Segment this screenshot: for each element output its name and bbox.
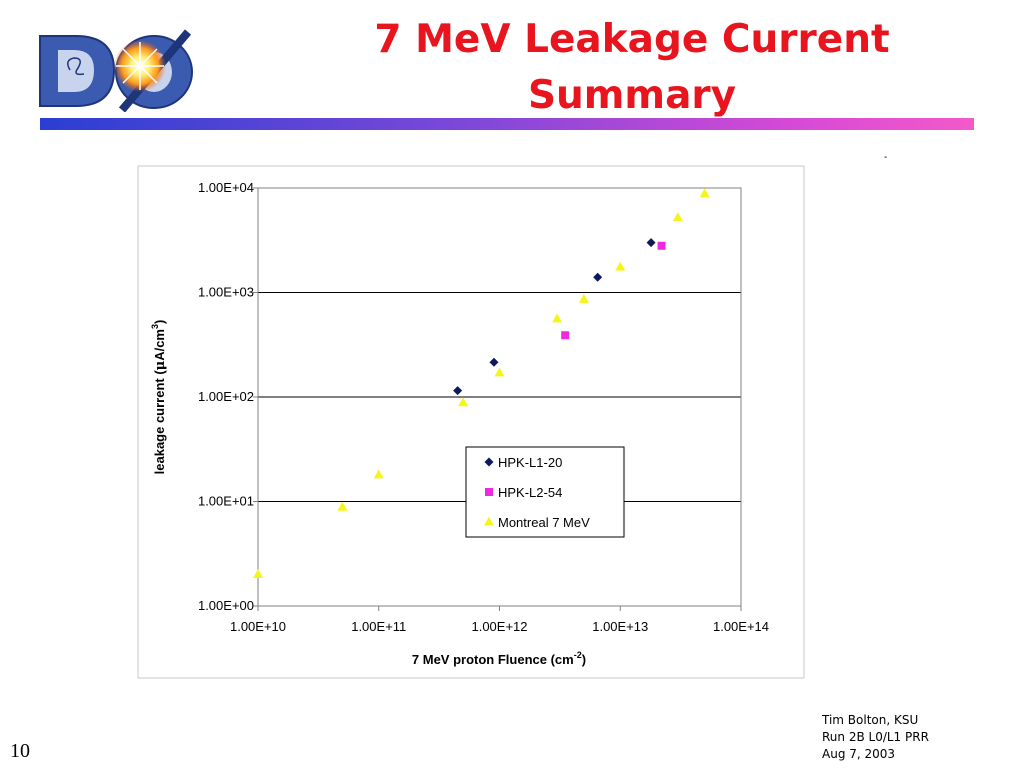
point-montreal-7-mev [373, 469, 384, 479]
footer-event: Run 2B L0/L1 PRR [822, 730, 929, 744]
axis-ticks: 1.00E+00 1.00E+01 1.00E+02 1.00E+03 1.00E+04… [198, 180, 769, 634]
point-montreal-7-mev [494, 367, 505, 377]
legend-marker-hpk-l1-20 [484, 457, 494, 467]
y-tick-label: 1.00E+02 [198, 389, 254, 404]
legend-label-hpk-l2-54: HPK-L2-54 [498, 485, 562, 500]
d0-logo: DØ [39, 29, 193, 112]
point-hpk-l1-20 [593, 272, 603, 282]
point-montreal-7-mev [615, 261, 626, 271]
y-axis-title: leakage current (μA/cm3) [150, 320, 168, 475]
title-underline-bar [40, 118, 974, 130]
point-montreal-7-mev [552, 313, 563, 323]
slide-number: 10 [10, 740, 30, 762]
x-tick-label: 1.00E+12 [471, 619, 527, 634]
chart-legend: HPK-L1-20 HPK-L2-54 Montreal 7 MeV [465, 446, 625, 538]
x-tick-label: 1.00E+11 [351, 619, 406, 634]
slide-title-line2: Summary [527, 73, 737, 118]
point-montreal-7-mev [578, 293, 589, 303]
point-montreal-7-mev [458, 397, 469, 407]
y-tick-label: 1.00E+00 [198, 598, 254, 613]
slide-footer: Tim Bolton, KSU Run 2B L0/L1 PRR Aug 7, … [822, 712, 929, 763]
x-tick-label: 1.00E+14 [713, 619, 769, 634]
point-montreal-7-mev [337, 501, 348, 511]
y-tick-label: 1.00E+04 [198, 180, 254, 195]
x-axis-title: 7 MeV proton Fluence (cm-2) [412, 650, 586, 667]
point-hpk-l1-20 [646, 238, 656, 248]
y-tick-label: 1.00E+01 [198, 494, 254, 509]
legend-marker-hpk-l2-54 [485, 488, 493, 496]
stray-mark: - [884, 152, 888, 163]
data-points [253, 188, 710, 579]
legend-marker-montreal-7-mev [484, 516, 494, 526]
y-tick-label: 1.00E+03 [198, 285, 254, 300]
point-hpk-l1-20 [489, 357, 499, 367]
slide-title-line1: 7 MeV Leakage Current [374, 17, 890, 62]
footer-date: Aug 7, 2003 [822, 747, 896, 761]
x-tick-label: 1.00E+10 [230, 619, 286, 634]
point-montreal-7-mev [253, 569, 263, 579]
footer-author: Tim Bolton, KSU [822, 713, 919, 727]
legend-label-montreal-7-mev: Montreal 7 MeV [498, 515, 590, 530]
point-hpk-l2-54 [561, 331, 570, 340]
point-montreal-7-mev [672, 212, 683, 222]
legend-label-hpk-l1-20: HPK-L1-20 [498, 455, 562, 470]
point-hpk-l2-54 [657, 241, 666, 250]
chart-border [137, 165, 805, 679]
x-tick-label: 1.00E+13 [592, 619, 648, 634]
point-hpk-l1-20 [453, 386, 463, 396]
point-montreal-7-mev [699, 188, 710, 198]
